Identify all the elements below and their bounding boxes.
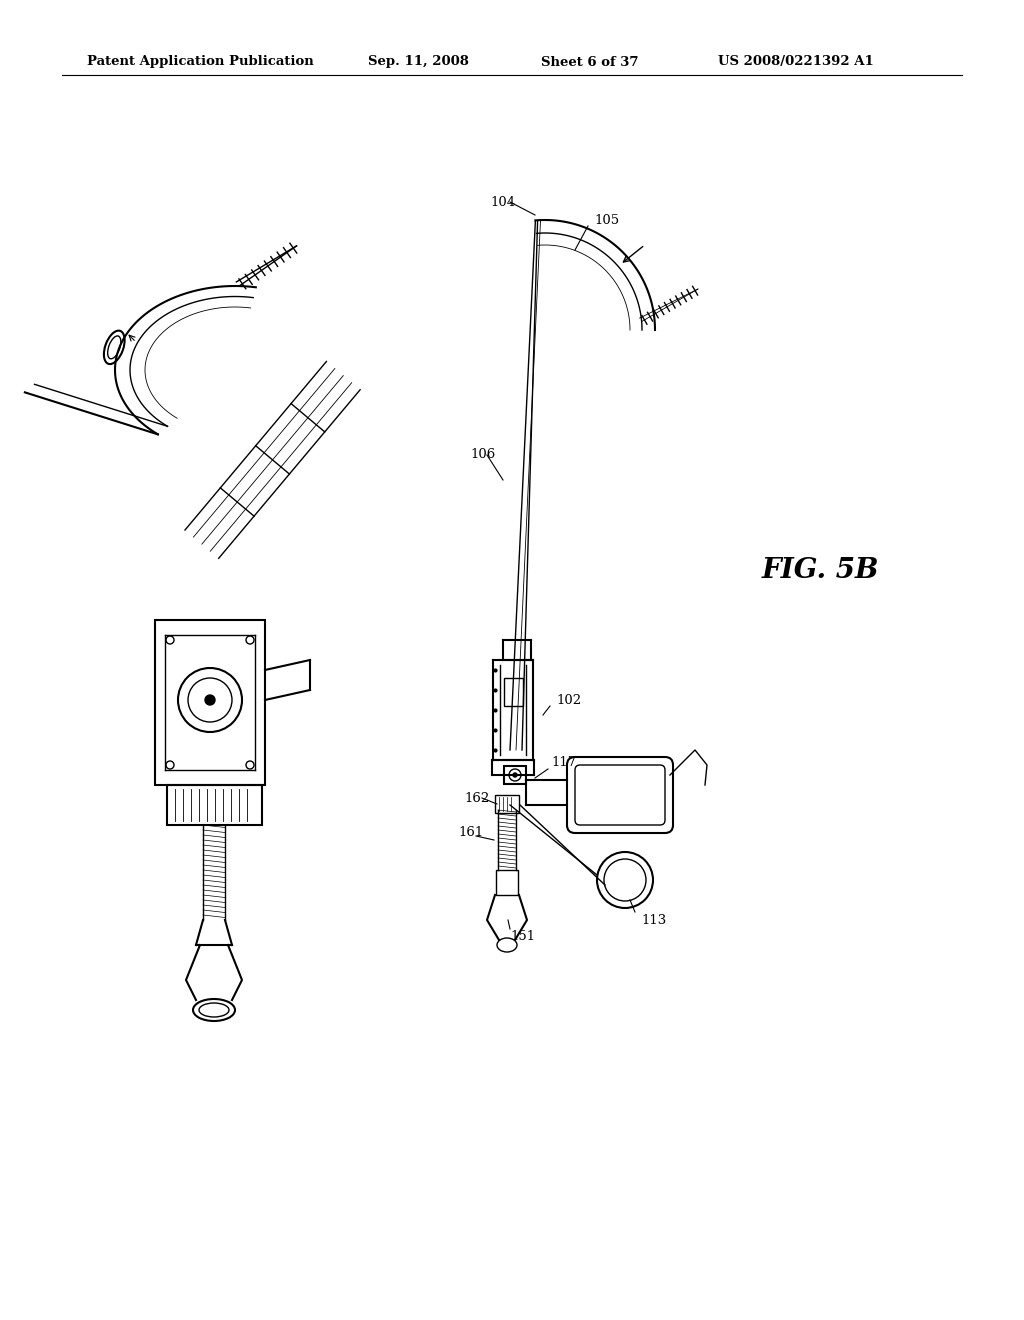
Text: 104: 104	[490, 195, 515, 209]
Bar	[504, 678, 523, 706]
Bar	[504, 766, 526, 784]
Text: 151: 151	[510, 931, 536, 944]
Bar	[495, 795, 519, 813]
Text: Sep. 11, 2008: Sep. 11, 2008	[368, 55, 469, 69]
Bar	[155, 620, 265, 785]
Text: Sheet 6 of 37: Sheet 6 of 37	[541, 55, 639, 69]
Circle shape	[205, 696, 215, 705]
Text: US 2008/0221392 A1: US 2008/0221392 A1	[718, 55, 873, 69]
Text: 105: 105	[594, 214, 620, 227]
Text: 102: 102	[556, 693, 582, 706]
Text: 117: 117	[551, 755, 577, 768]
Bar	[496, 870, 518, 895]
Bar	[167, 785, 262, 825]
Text: Patent Application Publication: Patent Application Publication	[87, 55, 313, 69]
Text: 162: 162	[464, 792, 489, 804]
Circle shape	[513, 774, 517, 777]
Text: 106: 106	[470, 449, 496, 462]
Text: 113: 113	[641, 913, 667, 927]
Text: 161: 161	[458, 826, 483, 840]
Text: FIG. 5B: FIG. 5B	[761, 557, 879, 583]
